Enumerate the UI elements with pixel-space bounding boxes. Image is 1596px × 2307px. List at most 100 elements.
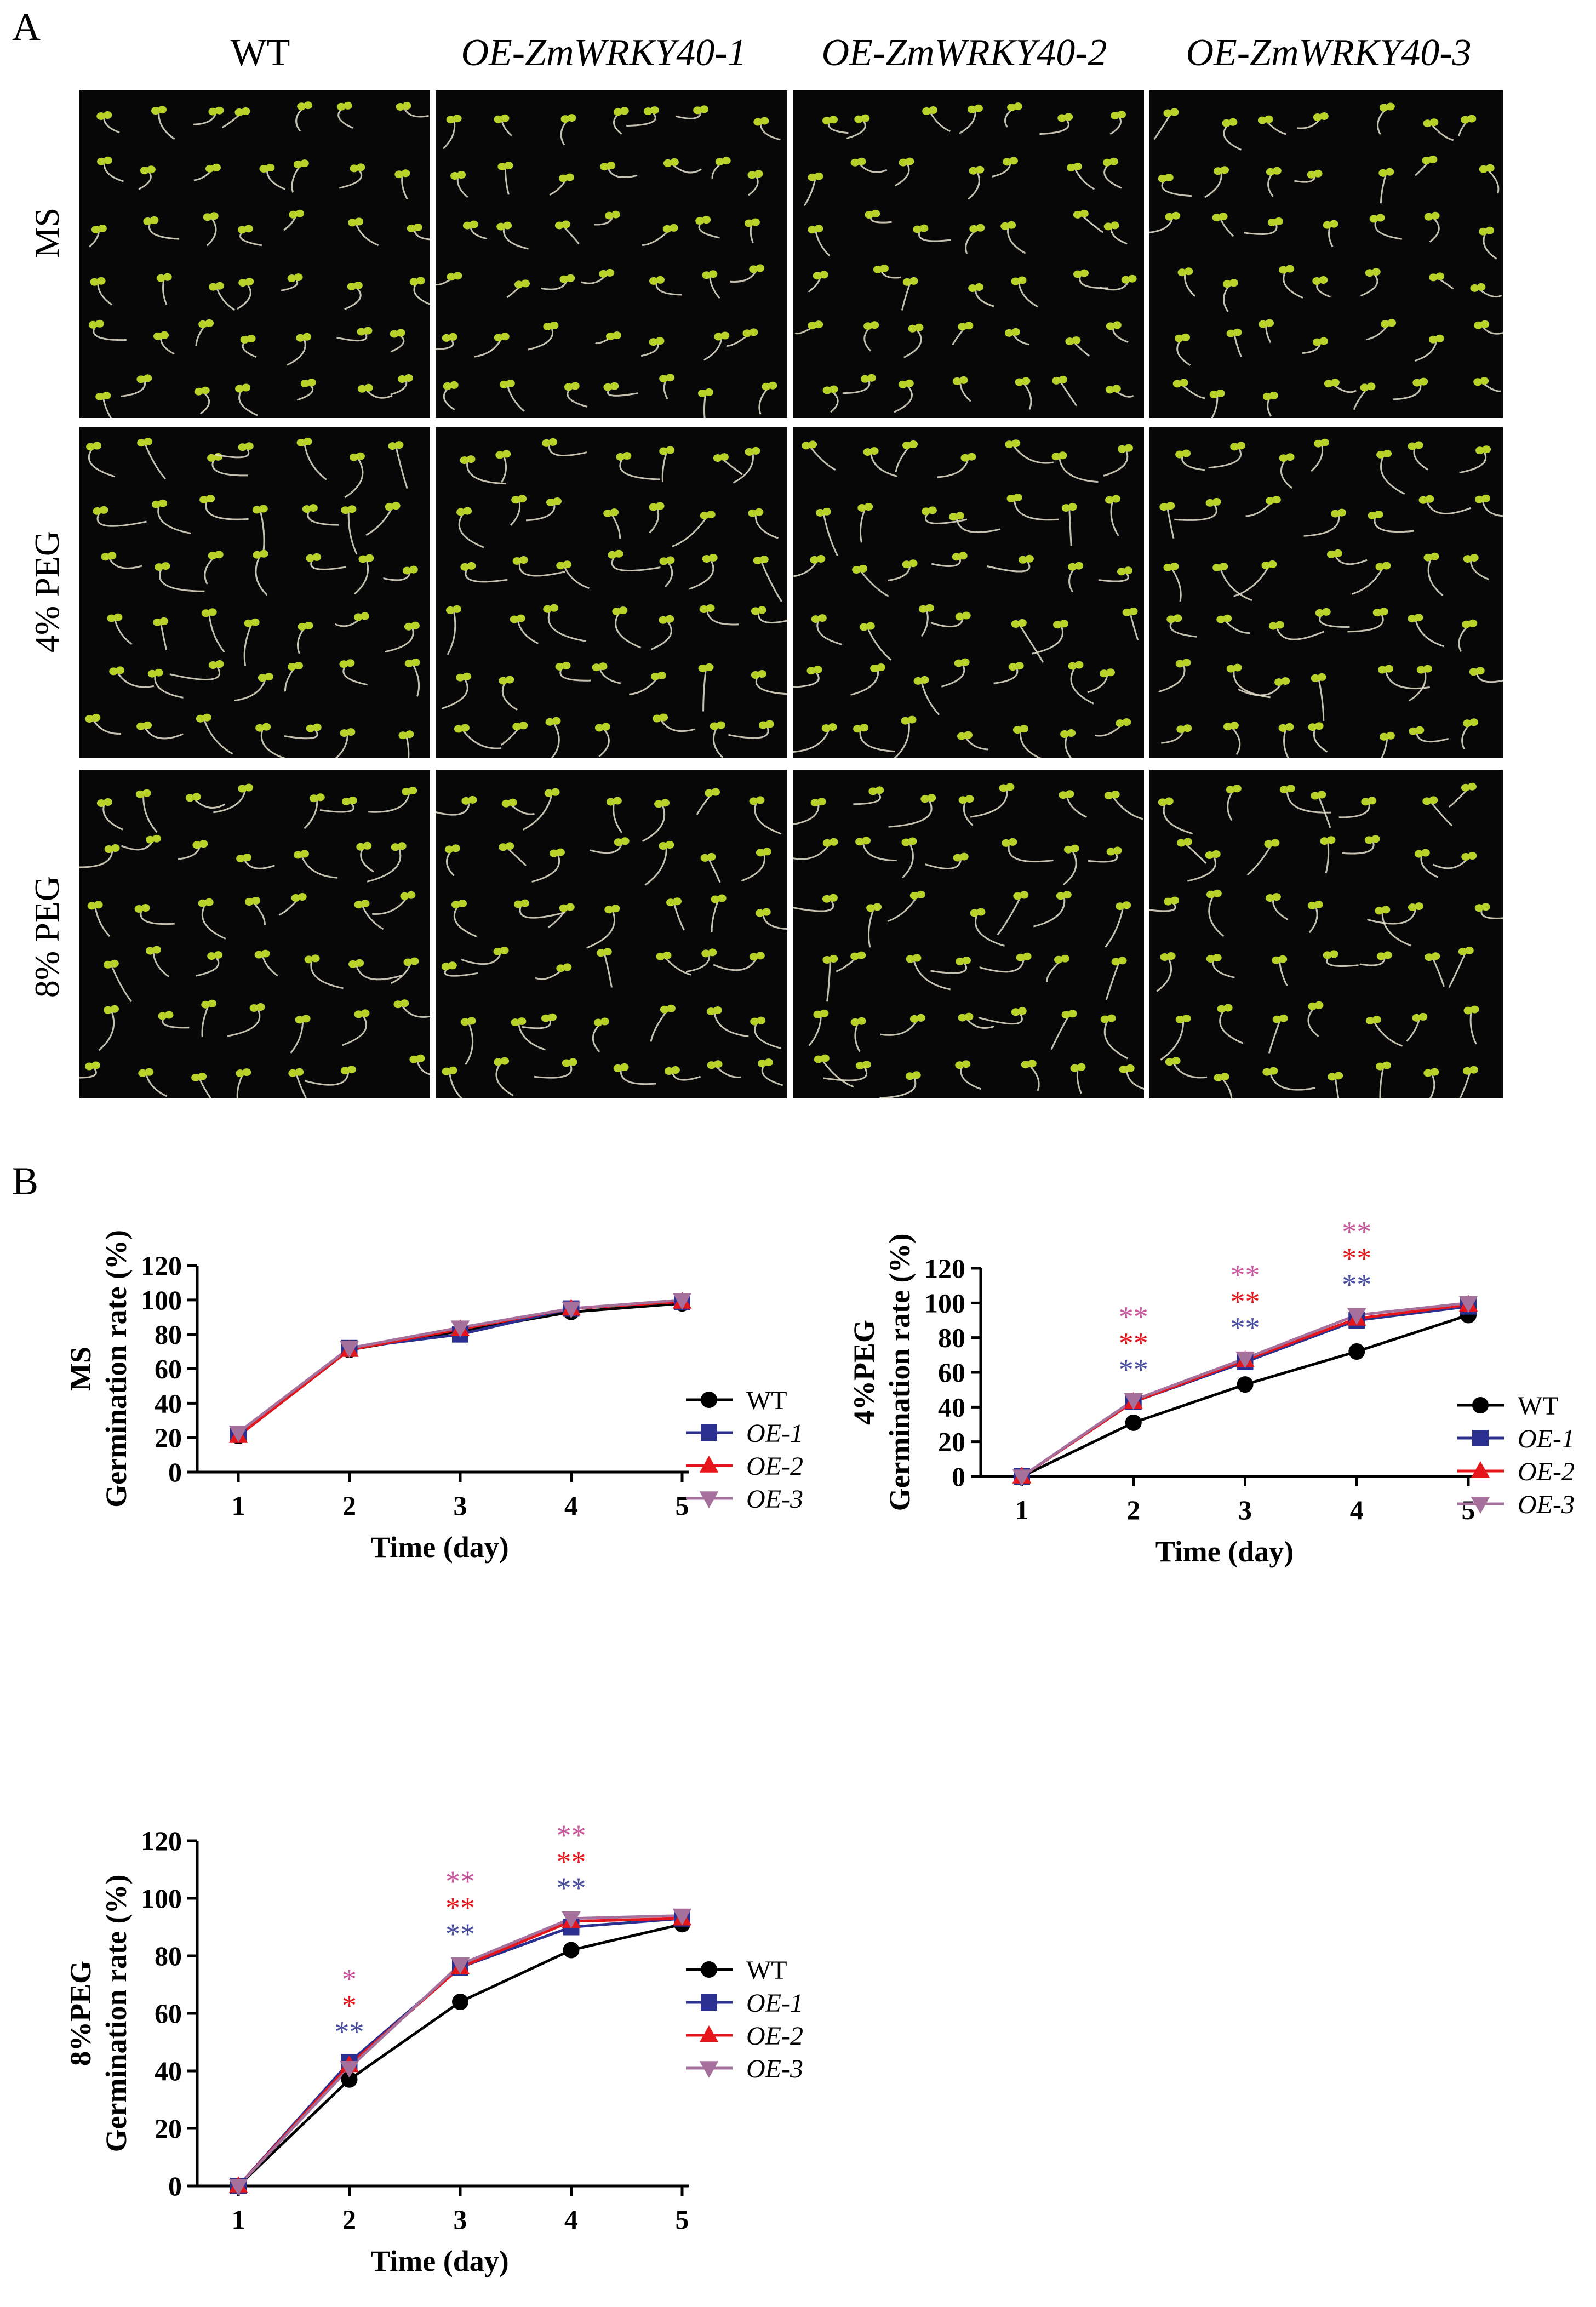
legend-label: OE-3	[746, 2054, 803, 2083]
data-point	[340, 1341, 359, 1358]
legend-label: WT	[746, 1386, 787, 1415]
seedling-photo	[793, 90, 1144, 418]
seedling-photo	[1149, 770, 1503, 1098]
x-tick-label: 2	[342, 1490, 356, 1521]
significance-mark: **	[335, 2015, 364, 2048]
data-point	[1235, 1351, 1255, 1369]
y-axis-label: Germination rate (%)	[883, 1234, 916, 1512]
y-tick-label: 0	[168, 1457, 182, 1487]
x-tick-label: 3	[454, 1490, 467, 1521]
y-tick-label: 100	[924, 1287, 965, 1318]
x-tick-label: 1	[232, 1490, 245, 1521]
data-point	[452, 1994, 468, 2010]
y-tick-label: 100	[141, 1883, 182, 1914]
data-point	[672, 1908, 692, 1926]
data-point	[1458, 1296, 1478, 1313]
significance-mark: **	[1119, 1327, 1148, 1360]
significance-mark: **	[557, 1871, 586, 1904]
seedling-photo	[436, 770, 787, 1098]
data-point	[450, 1320, 470, 1338]
legend-label: OE-2	[746, 1452, 803, 1481]
significance-mark: *	[342, 1962, 357, 1995]
significance-mark: **	[445, 1917, 475, 1950]
y-axis-label: Germination rate (%)	[100, 1875, 133, 2153]
legend-marker	[699, 2061, 719, 2078]
legend-marker	[701, 1961, 717, 1978]
legend-marker	[701, 1392, 717, 1408]
legend-marker	[1472, 1397, 1489, 1413]
y-tick-label: 80	[938, 1323, 965, 1353]
legend-marker	[701, 1994, 717, 2011]
y-tick-label: 20	[155, 1422, 182, 1453]
seedling-photo	[436, 90, 787, 418]
legend-label: OE-1	[746, 1989, 803, 2018]
significance-mark: **	[1231, 1285, 1260, 1318]
y-tick-label: 40	[155, 1388, 182, 1418]
y-tick-label: 100	[141, 1285, 182, 1315]
x-tick-label: 2	[1126, 1495, 1140, 1525]
legend-marker	[699, 2025, 719, 2042]
x-tick-label: 5	[676, 1490, 689, 1521]
y-tick-label: 20	[155, 2113, 182, 2144]
legend-marker	[1471, 1461, 1490, 1478]
x-tick-label: 3	[454, 2204, 467, 2235]
data-point	[450, 1957, 470, 1974]
seedling-photo	[79, 427, 430, 758]
significance-mark: **	[557, 1845, 586, 1878]
y-tick-label: 80	[155, 1940, 182, 1971]
series-line	[237, 1914, 683, 2187]
x-tick-label: 3	[1238, 1495, 1252, 1525]
significance-mark: **	[1231, 1259, 1260, 1292]
legend-label: WT	[1518, 1392, 1559, 1421]
significance-mark: **	[1119, 1353, 1148, 1386]
legend-label: OE-2	[1518, 1457, 1575, 1486]
y-tick-label: 120	[141, 1250, 182, 1281]
y-axis-label-condition: MS	[64, 1347, 97, 1391]
data-point	[672, 1293, 692, 1310]
column-header-oe-2: OE-ZmWRKY40-2	[821, 32, 1107, 74]
data-point	[1124, 1393, 1143, 1410]
data-point	[562, 1301, 581, 1319]
seedling-photo	[1149, 90, 1503, 418]
y-tick-label: 60	[938, 1357, 965, 1388]
data-point	[1012, 1469, 1032, 1486]
data-point	[1348, 1343, 1365, 1360]
x-tick-label: 4	[564, 2204, 578, 2235]
data-point	[562, 1911, 581, 1928]
column-header-wt: WT	[230, 32, 290, 74]
x-tick-label: 4	[564, 1490, 578, 1521]
legend-label: OE-2	[746, 2022, 803, 2051]
seedling-photo	[1149, 427, 1503, 758]
legend-label: WT	[746, 1956, 787, 1985]
seedling-photo	[79, 770, 430, 1098]
legend-marker	[699, 1456, 719, 1473]
x-tick-label: 5	[676, 2204, 689, 2235]
data-point	[1237, 1376, 1254, 1393]
legend-marker	[699, 1491, 719, 1508]
x-axis-label: Time (day)	[370, 2245, 509, 2277]
column-header-oe-1: OE-ZmWRKY40-1	[461, 32, 747, 74]
y-axis-label-condition: 8%PEG	[64, 1961, 97, 2066]
legend-label: OE-1	[746, 1419, 803, 1448]
panel-a-letter: A	[12, 5, 41, 49]
panel-b-letter: B	[12, 1159, 39, 1203]
significance-mark: **	[557, 1819, 586, 1852]
y-tick-label: 60	[155, 1354, 182, 1384]
legend-label: OE-3	[746, 1485, 803, 1514]
y-axis-label: Germination rate (%)	[100, 1230, 133, 1508]
significance-mark: *	[342, 1989, 357, 2022]
significance-mark: **	[1119, 1301, 1148, 1333]
seedling-photo	[79, 90, 430, 418]
data-point	[563, 1942, 580, 1959]
data-point	[1125, 1414, 1142, 1431]
legend-marker	[701, 1424, 717, 1441]
x-tick-label: 2	[342, 2204, 356, 2235]
significance-mark: **	[1231, 1312, 1260, 1344]
legend-marker	[1472, 1430, 1489, 1446]
y-tick-label: 120	[924, 1253, 965, 1284]
legend-label: OE-3	[1518, 1490, 1575, 1519]
seedling-photo	[793, 770, 1144, 1098]
y-tick-label: 0	[952, 1461, 965, 1492]
